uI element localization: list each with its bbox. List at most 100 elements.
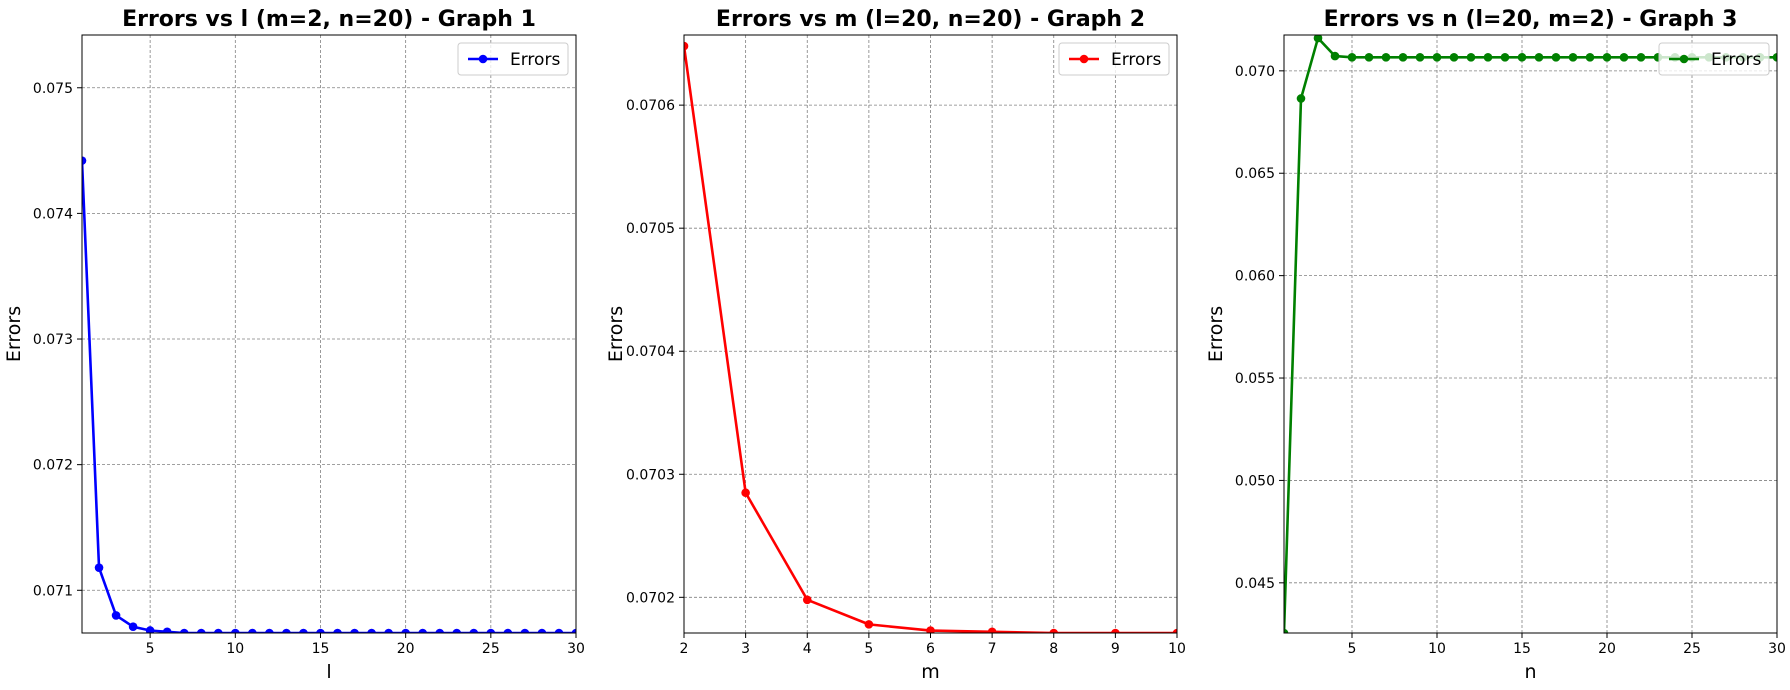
- series-errors: [684, 41, 1177, 633]
- y-tick-label: 0.0702: [626, 590, 675, 606]
- y-tick-label: 0.055: [1235, 371, 1275, 387]
- x-axis-label: m: [921, 661, 940, 683]
- x-tick-label: 3: [741, 641, 750, 657]
- data-point: [179, 628, 189, 633]
- data-point: [231, 628, 240, 633]
- data-point: [684, 41, 689, 51]
- data-point: [367, 628, 376, 633]
- data-point: [265, 628, 274, 633]
- data-point: [1551, 53, 1561, 62]
- x-tick-label: 5: [146, 641, 155, 657]
- data-point: [520, 628, 530, 633]
- y-tick-label: 0.060: [1235, 269, 1275, 285]
- data-point: [1602, 53, 1612, 62]
- y-tick-label: 0.074: [33, 206, 73, 222]
- data-point: [401, 628, 410, 633]
- axes-frame: [81, 34, 577, 634]
- data-point: [469, 628, 479, 633]
- data-point: [1449, 53, 1459, 62]
- data-point: [1585, 53, 1595, 62]
- x-tick-label: 10: [1428, 641, 1446, 657]
- x-tick-label: 30: [1768, 641, 1786, 657]
- data-point: [299, 628, 308, 633]
- y-tick-label: 0.071: [33, 583, 73, 599]
- x-tick-label: 15: [1513, 641, 1531, 657]
- chart-title: Errors vs m (l=20, n=20) - Graph 2: [716, 7, 1145, 32]
- legend-box: [1658, 42, 1770, 76]
- y-tick-label: 0.050: [1235, 473, 1275, 489]
- legend-label: Errors: [1111, 50, 1161, 70]
- x-tick-label: 20: [397, 641, 415, 657]
- legend-label: Errors: [1711, 50, 1761, 70]
- data-point: [987, 627, 997, 633]
- data-point: [1636, 53, 1646, 62]
- data-point: [571, 628, 576, 633]
- y-tick-label: 0.075: [33, 81, 73, 97]
- legend: Errors: [1058, 42, 1170, 76]
- plot-area: [82, 35, 576, 633]
- x-axis-label: n: [1524, 661, 1536, 683]
- data-point: [1483, 53, 1493, 62]
- data-point: [537, 628, 547, 633]
- data-point: [111, 611, 121, 620]
- data-point: [1619, 53, 1629, 62]
- y-tick-label: 0.065: [1235, 166, 1275, 182]
- x-tick-label: 5: [1348, 641, 1357, 657]
- data-point: [350, 628, 359, 633]
- data-point: [162, 627, 172, 633]
- chart-2: 2 3 4 5 6 7 8 9 10 0.0702 0.0703 0.0704 0.0705 0.0706…: [605, 7, 1186, 683]
- chart-title: Errors vs n (l=20, m=2) - Graph 3: [1324, 7, 1738, 32]
- chart-1: 5 10 15 20 25 30 0.071 0.072 0.073 0.074 0.075 Erro…: [3, 7, 585, 683]
- data-point: [1381, 53, 1391, 62]
- data-point: [1330, 51, 1340, 61]
- legend-marker: [1079, 54, 1089, 64]
- chart-title: Errors vs l (m=2, n=20) - Graph 1: [122, 7, 536, 32]
- y-tick-label: 0.0705: [626, 221, 675, 237]
- data-point: [1398, 53, 1408, 62]
- data-point: [145, 626, 155, 633]
- data-point: [128, 622, 138, 632]
- x-tick-label: 6: [926, 641, 935, 657]
- legend: Errors: [1658, 42, 1770, 76]
- data-point: [926, 626, 935, 633]
- legend-box: [457, 42, 569, 76]
- y-tick-label: 0.0703: [626, 467, 675, 483]
- x-tick-label: 7: [988, 641, 997, 657]
- legend-marker: [1679, 54, 1689, 64]
- data-point: [213, 628, 223, 633]
- legend-label: Errors: [510, 50, 560, 70]
- data-point: [1466, 53, 1476, 62]
- x-tick-label: 25: [1683, 641, 1701, 657]
- data-point: [1500, 53, 1510, 62]
- data-point: [452, 628, 462, 633]
- data-point: [435, 628, 445, 633]
- series-errors: [1284, 35, 1777, 633]
- x-tick-label: 10: [226, 641, 244, 657]
- data-point: [82, 156, 87, 165]
- x-tick-label: 9: [1111, 641, 1120, 657]
- legend-marker: [478, 54, 488, 64]
- y-tick-label: 0.045: [1235, 576, 1275, 592]
- data-point: [1534, 53, 1544, 62]
- data-point: [802, 595, 812, 605]
- legend-box: [1058, 42, 1170, 76]
- data-point: [1296, 94, 1306, 103]
- x-tick-label: 20: [1598, 641, 1616, 657]
- axes-frame: [1283, 34, 1778, 634]
- data-point: [554, 628, 564, 633]
- data-point: [1364, 53, 1374, 62]
- y-tick-label: 0.072: [33, 458, 73, 474]
- data-point: [864, 620, 874, 629]
- y-axis-label: Errors: [3, 306, 25, 362]
- x-tick-label: 10: [1168, 641, 1186, 657]
- x-tick-label: 2: [680, 641, 689, 657]
- x-tick-label: 4: [803, 641, 812, 657]
- chart-3: 5 10 15 20 25 30 0.045 0.050 0.055 0.060 0.065 0.07…: [1205, 7, 1786, 683]
- data-point: [196, 628, 206, 633]
- data-point: [333, 628, 342, 633]
- data-point: [503, 628, 513, 633]
- data-point: [1313, 35, 1323, 43]
- data-point: [1432, 53, 1442, 62]
- data-point: [1111, 628, 1120, 633]
